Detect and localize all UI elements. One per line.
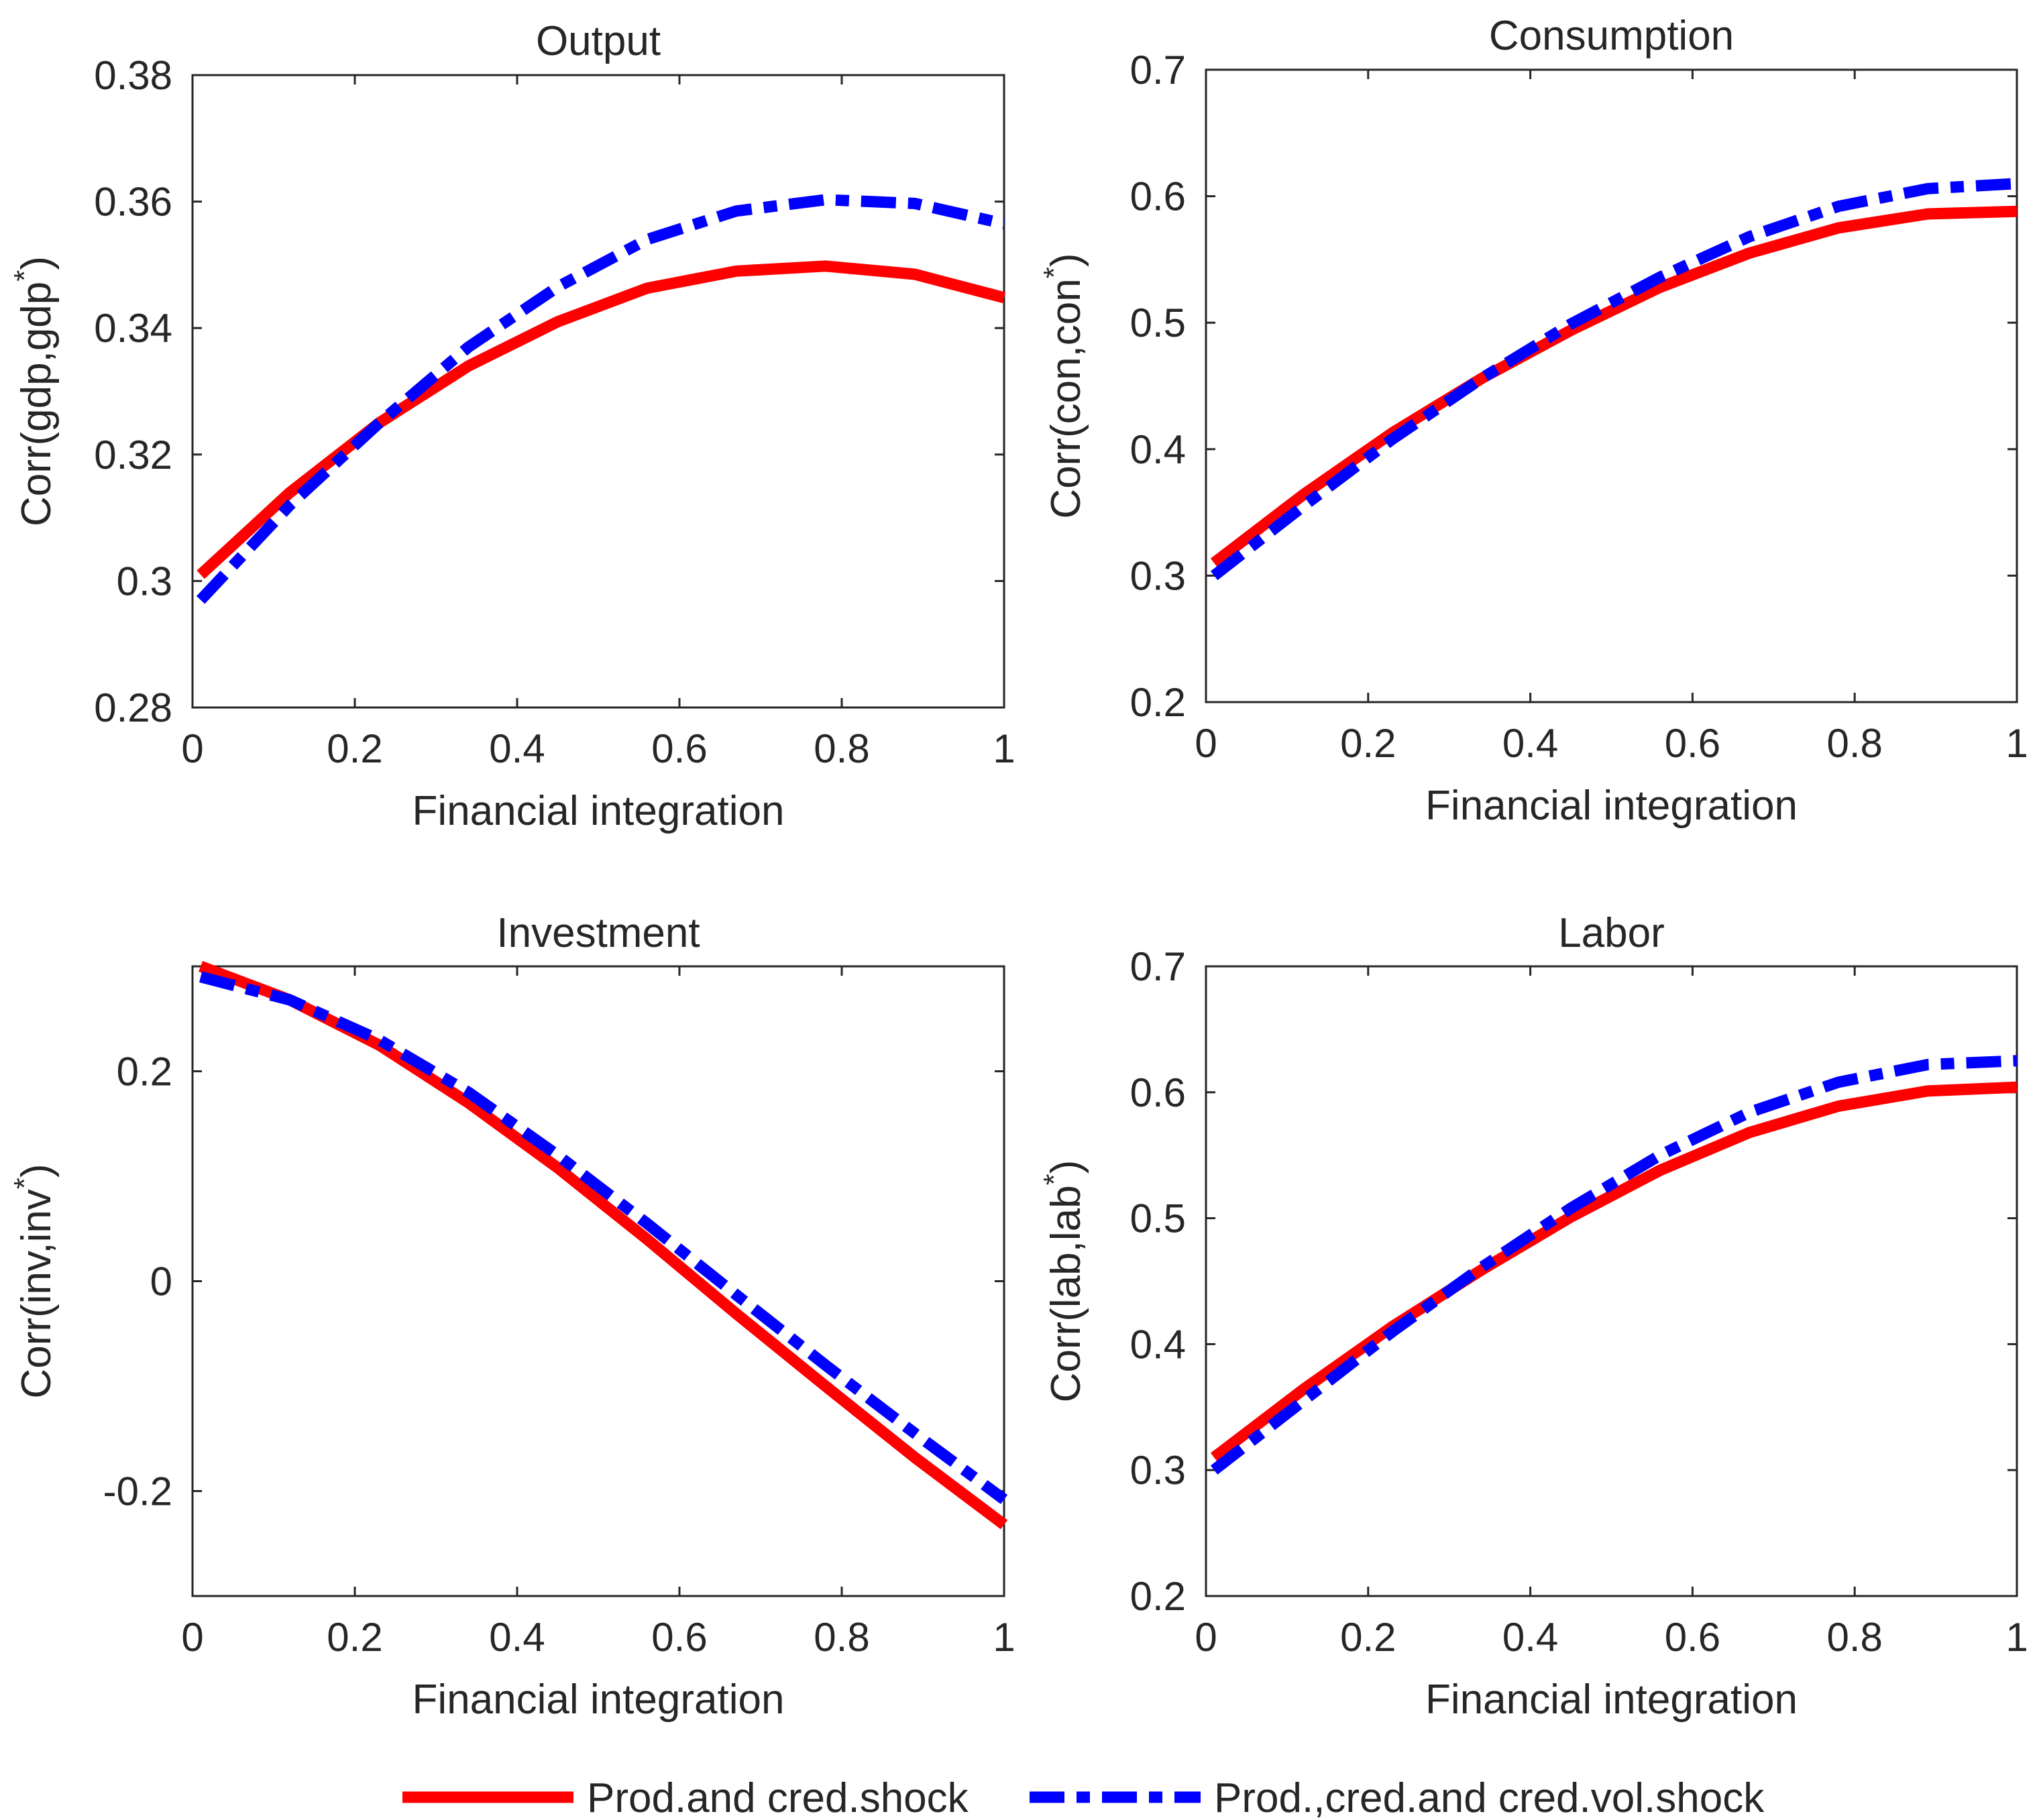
y-axis-label-superscript: *	[1038, 1174, 1070, 1185]
y-tick-label: 0.34	[94, 306, 172, 351]
x-tick-label: 1	[993, 726, 1015, 771]
chart-title: Labor	[1558, 910, 1665, 956]
y-axis-label-text: Corr(con,con	[1043, 278, 1089, 518]
y-tick-label: 0.6	[1130, 1070, 1186, 1115]
x-tick-label: 0.8	[814, 726, 869, 771]
y-axis-label: Corr(inv,inv*)	[8, 1163, 60, 1398]
y-axis-label-close: )	[13, 256, 60, 270]
x-tick-label: 0.4	[489, 1615, 545, 1660]
y-tick-label: 0.3	[117, 559, 172, 604]
chart-title: Output	[536, 18, 661, 64]
x-tick-label: 1	[993, 1615, 1015, 1660]
line-prod-cred-vol-consumption	[1210, 178, 2018, 581]
y-axis-label-close: )	[1043, 1160, 1089, 1174]
x-tick-label: 0.4	[1502, 1615, 1558, 1660]
x-tick-label: 0.2	[327, 1615, 382, 1660]
plot-area	[191, 74, 1005, 709]
y-axis-label-close: )	[13, 1163, 60, 1178]
x-tick-label: 0.2	[1340, 1615, 1396, 1660]
y-tick-label: 0.6	[1130, 174, 1186, 219]
x-tick-label: 0.6	[651, 726, 707, 771]
y-axis-label-close: )	[1043, 253, 1089, 267]
y-tick-label: 0.2	[117, 1049, 172, 1094]
legend-label-prod-cred-vol: Prod.,cred.and cred.vol.shock	[1214, 1775, 1765, 1820]
chart-title: Consumption	[1489, 13, 1734, 59]
x-tick-label: 1	[2005, 1615, 2028, 1660]
y-tick-label: 0.38	[94, 53, 172, 98]
y-tick-label: 0.4	[1130, 1322, 1186, 1367]
x-axis-label: Financial integration	[1425, 1676, 1798, 1723]
plot-area	[1205, 68, 2018, 703]
line-prod-cred-vol-labor	[1210, 1055, 2018, 1475]
x-tick-label: 0	[181, 1615, 203, 1660]
line-prod-cred-vol-investment	[199, 971, 1008, 1504]
legend-label-prod-cred: Prod.and cred.shock	[587, 1775, 969, 1820]
y-axis-label: Corr(gdp,gdp*)	[8, 256, 60, 526]
y-tick-label: 0.2	[1130, 1574, 1186, 1619]
plot-area	[1205, 965, 2018, 1597]
x-tick-label: 0.6	[1665, 721, 1720, 766]
y-tick-label: 0.3	[1130, 553, 1186, 598]
x-tick-label: 0.8	[814, 1615, 869, 1660]
x-tick-label: 0.2	[327, 726, 382, 771]
y-tick-label: 0.7	[1130, 944, 1186, 989]
x-axis-label: Financial integration	[412, 788, 785, 834]
x-tick-label: 0.6	[651, 1615, 707, 1660]
legend: Prod.and cred.shock Prod.,cred.and cred.…	[402, 1775, 1765, 1820]
line-prod-cred-investment	[199, 961, 1008, 1530]
y-tick-label: 0.5	[1130, 1196, 1186, 1241]
x-tick-label: 0.6	[1665, 1615, 1720, 1660]
line-prod-cred-vol-output	[196, 194, 1005, 604]
plot-area	[191, 965, 1005, 1597]
x-tick-label: 0.4	[1502, 721, 1558, 766]
x-tick-label: 0	[1195, 721, 1217, 766]
y-tick-label: 0.7	[1130, 48, 1186, 93]
y-axis-label: Corr(con,con*)	[1038, 253, 1089, 518]
chart-title: Investment	[496, 910, 700, 956]
x-tick-label: 0.4	[489, 726, 545, 771]
panel-output: Output 0 0.2 0.4 0.6 0.8 1 0.28 0.3 0.32 0.34 0.36 0…	[8, 18, 1015, 834]
x-tick-label: 0.8	[1826, 1615, 1882, 1660]
y-axis-label-superscript: *	[1038, 267, 1070, 278]
x-axis-label: Financial integration	[412, 1676, 785, 1723]
y-tick-label: 0.2	[1130, 680, 1186, 725]
y-tick-label: 0.3	[1130, 1448, 1186, 1493]
x-tick-label: 0	[181, 726, 203, 771]
y-tick-label: 0.28	[94, 685, 172, 730]
y-tick-label: -0.2	[103, 1469, 172, 1514]
y-axis-label-text: Corr(lab,lab	[1043, 1185, 1089, 1402]
x-tick-label: 1	[2005, 721, 2028, 766]
y-axis-label-superscript: *	[8, 1178, 41, 1189]
y-tick-label: 0.36	[94, 180, 172, 225]
panel-investment: Investment 0 0.2 0.4 0.6 0.8 1 -0.2 0 0.2 Financia…	[8, 910, 1015, 1723]
y-axis-label-text: Corr(inv,inv	[13, 1189, 60, 1398]
y-tick-label: 0.5	[1130, 300, 1186, 345]
x-tick-label: 0	[1195, 1615, 1217, 1660]
x-tick-label: 0.8	[1826, 721, 1882, 766]
line-prod-cred-labor	[1210, 1081, 2018, 1463]
y-axis-label: Corr(lab,lab*)	[1038, 1160, 1089, 1403]
y-axis-label-superscript: *	[8, 270, 41, 282]
x-axis-label: Financial integration	[1425, 783, 1798, 829]
y-axis-label-text: Corr(gdp,gdp	[13, 282, 60, 526]
y-tick-label: 0.32	[94, 433, 172, 477]
y-tick-label: 0.4	[1130, 427, 1186, 472]
line-prod-cred-consumption	[1210, 205, 2018, 568]
y-tick-label: 0	[150, 1259, 172, 1304]
x-tick-label: 0.2	[1340, 721, 1396, 766]
